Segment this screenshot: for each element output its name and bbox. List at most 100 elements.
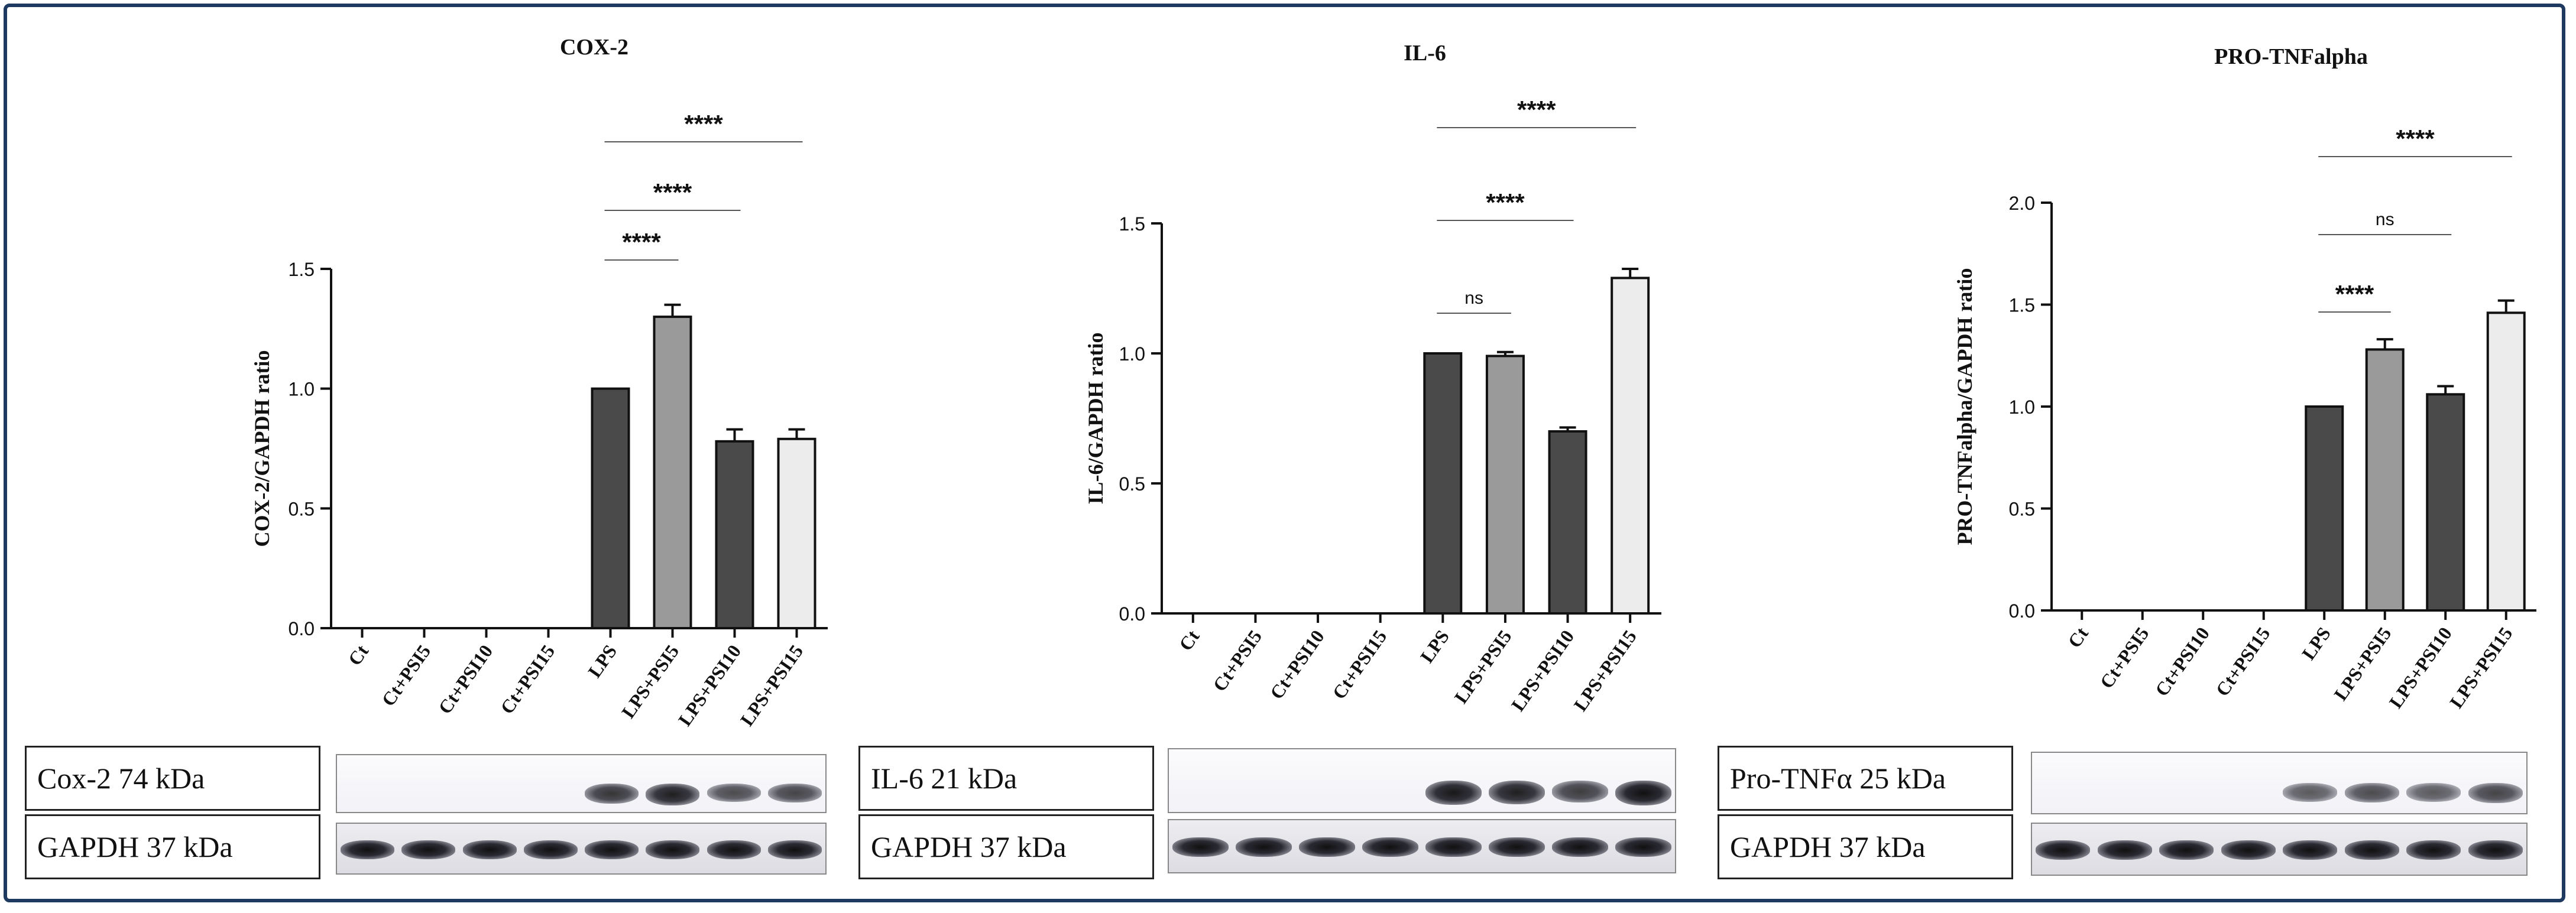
gapdh-band	[2344, 840, 2399, 860]
y-axis-label: IL-6/GAPDH ratio	[1084, 333, 1107, 505]
x-tick-label: LPS+PSI5	[2329, 623, 2395, 704]
target-band	[1615, 781, 1671, 806]
bar	[2365, 348, 2405, 612]
gapdh-band	[767, 840, 822, 859]
x-tick-label: Ct+PSI15	[496, 641, 559, 717]
x-tick-label: LPS	[2298, 623, 2335, 664]
y-tick-label: 1.0	[289, 379, 315, 400]
x-tick-label: Ct+PSI5	[377, 641, 435, 710]
blot-label-gapdh-cox2: GAPDH 37 kDa	[25, 814, 320, 879]
y-tick-label: 0.0	[2009, 600, 2035, 622]
x-tick-label: LPS	[1416, 626, 1453, 667]
significance-label: ns	[2376, 210, 2394, 229]
gapdh-band	[2283, 840, 2338, 860]
chart-title: COX-2	[560, 35, 628, 60]
blot-strip-gapdh-1	[336, 823, 827, 875]
target-band	[2344, 783, 2399, 803]
blot-label-gapdh-tnf: GAPDH 37 kDa	[1718, 814, 2013, 879]
gapdh-band	[401, 840, 456, 859]
x-tick-label: LPS+PSI15	[736, 641, 808, 730]
y-axis-label: COX-2/GAPDH ratio	[250, 350, 274, 547]
x-tick-label: Ct	[1175, 626, 1204, 655]
chart-3: PRO-TNFalpha PRO-TNFalpha/GAPDH ratio 0.0 0…	[1953, 44, 2536, 712]
target-band	[2283, 783, 2338, 802]
gapdh-band	[646, 840, 700, 859]
gapdh-band	[2468, 840, 2523, 860]
x-tick-label: LPS+PSI15	[1569, 626, 1641, 715]
bar	[1423, 352, 1463, 615]
gapdh-band	[1552, 837, 1608, 857]
target-band	[707, 784, 761, 802]
x-tick-label: LPS+PSI15	[2445, 623, 2517, 712]
gapdh-band	[1236, 837, 1292, 857]
y-tick-label: 0.5	[1119, 473, 1145, 495]
x-tick-label: Ct+PSI10	[1266, 626, 1328, 703]
gapdh-band	[2097, 840, 2152, 860]
blot-label-target-tnf: Pro-TNFα 25 kDa	[1718, 746, 2013, 811]
blot-target-label: IL-6 21 kDa	[871, 762, 1018, 795]
target-band	[767, 784, 822, 803]
chart-title: IL-6	[1404, 41, 1446, 66]
gapdh-band	[707, 840, 761, 859]
x-tick-label: LPS+PSI10	[674, 641, 746, 730]
significance-label: ****	[622, 228, 661, 256]
gapdh-band	[585, 840, 639, 859]
x-tick-label: LPS+PSI10	[1507, 626, 1579, 715]
blot-strip-gapdh-3	[2031, 823, 2528, 876]
bar	[591, 387, 630, 630]
x-tick-label: Ct+PSI5	[2095, 623, 2153, 692]
blot-strip-tnf	[2031, 752, 2528, 814]
blot-target-label: Cox-2 74 kDa	[37, 762, 205, 795]
blot-strip-gapdh-2	[1168, 819, 1676, 873]
significance-label: ****	[1486, 189, 1525, 216]
y-tick-label: 0.5	[2009, 499, 2035, 520]
significance-label: ns	[1464, 288, 1483, 308]
bar	[2486, 311, 2526, 612]
gapdh-band	[1172, 837, 1229, 857]
bar	[653, 316, 692, 629]
blot-label-gapdh-il6: GAPDH 37 kDa	[858, 814, 1154, 879]
target-band	[1552, 781, 1608, 802]
x-tick-label: LPS+PSI5	[617, 641, 683, 722]
gapdh-band	[523, 840, 578, 859]
gapdh-band	[2036, 840, 2091, 860]
x-tick-label: Ct+PSI15	[2211, 623, 2274, 700]
blot-label-target-il6: IL-6 21 kDa	[858, 746, 1154, 811]
x-tick-label: Ct+PSI15	[1328, 626, 1391, 703]
gapdh-band	[1362, 837, 1418, 857]
gapdh-band	[341, 840, 395, 859]
blot-strip-il6	[1168, 748, 1676, 813]
y-tick-label: 0.0	[1119, 603, 1145, 625]
bar	[777, 437, 816, 630]
x-tick-label: Ct	[2063, 623, 2092, 652]
bar	[1548, 430, 1587, 615]
gapdh-band	[1489, 837, 1545, 857]
bar	[2305, 405, 2344, 612]
y-tick-label: 1.5	[289, 259, 315, 280]
x-tick-label: Ct+PSI10	[434, 641, 497, 717]
gapdh-band	[1425, 837, 1482, 857]
bar	[1485, 355, 1525, 615]
significance-label: ****	[2335, 280, 2374, 308]
blot-strip-cox2	[336, 754, 827, 813]
significance-label: ****	[684, 110, 723, 138]
y-tick-label: 0.0	[289, 618, 315, 639]
x-tick-label: LPS+PSI5	[1450, 626, 1515, 707]
x-tick-label: LPS	[584, 641, 621, 681]
x-tick-label: Ct+PSI5	[1208, 626, 1266, 695]
gapdh-band	[1299, 837, 1355, 857]
y-tick-label: 2.0	[2009, 193, 2035, 214]
significance-label: ****	[2396, 125, 2435, 152]
x-tick-label: LPS+PSI10	[2384, 623, 2456, 712]
y-tick-label: 0.5	[289, 498, 315, 519]
blot-loading-label: GAPDH 37 kDa	[871, 830, 1067, 863]
blot-loading-label: GAPDH 37 kDa	[37, 830, 233, 863]
target-band	[1489, 781, 1545, 805]
gapdh-band	[2406, 840, 2461, 860]
target-band	[2468, 783, 2523, 804]
gapdh-band	[2221, 840, 2276, 860]
y-axis-label: PRO-TNFalpha/GAPDH ratio	[1953, 268, 1976, 545]
